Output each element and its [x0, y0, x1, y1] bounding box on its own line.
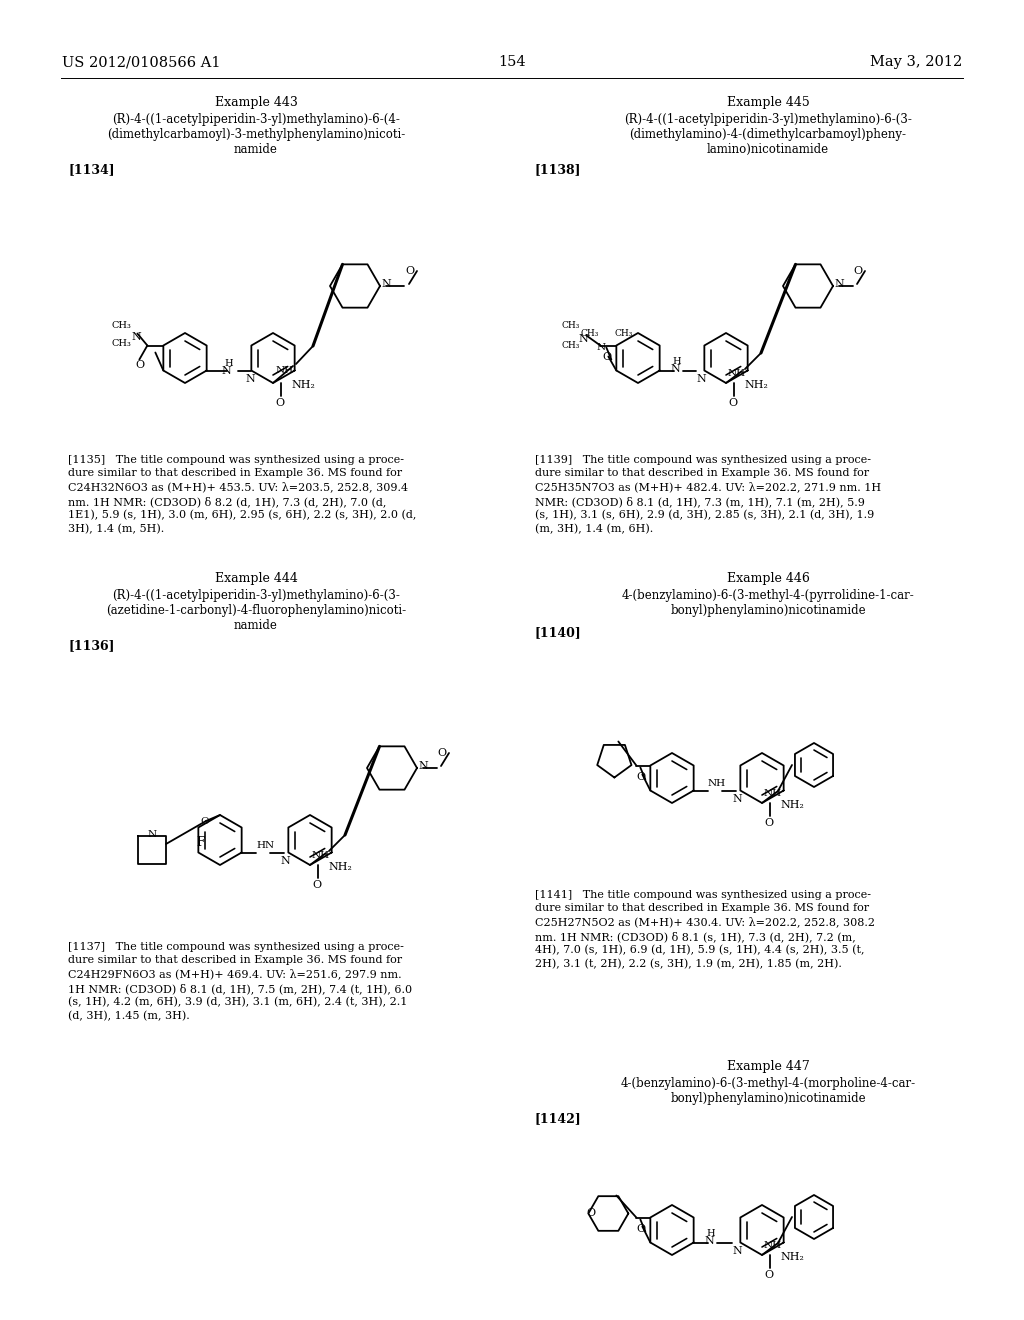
- Text: NH: NH: [276, 366, 294, 375]
- Text: F: F: [197, 836, 205, 849]
- Text: 154: 154: [499, 55, 525, 69]
- Text: N: N: [705, 1236, 715, 1246]
- Text: (R)-4-((1-acetylpiperidin-3-yl)methylamino)-6-(4-: (R)-4-((1-acetylpiperidin-3-yl)methylami…: [112, 114, 400, 125]
- Text: NH₂: NH₂: [744, 380, 768, 389]
- Text: Example 444: Example 444: [215, 572, 297, 585]
- Text: O: O: [764, 818, 773, 828]
- Text: N: N: [732, 1246, 741, 1257]
- Text: NH: NH: [312, 851, 330, 861]
- Text: [1142]: [1142]: [535, 1111, 582, 1125]
- Text: 4-(benzylamino)-6-(3-methyl-4-(pyrrolidine-1-car-: 4-(benzylamino)-6-(3-methyl-4-(pyrrolidi…: [622, 589, 914, 602]
- Text: NH₂: NH₂: [328, 862, 352, 873]
- Text: N: N: [418, 762, 428, 771]
- Text: namide: namide: [234, 143, 278, 156]
- Text: NH: NH: [728, 370, 746, 378]
- Text: (azetidine-1-carbonyl)-4-fluorophenylamino)nicoti-: (azetidine-1-carbonyl)-4-fluorophenylami…: [105, 605, 407, 616]
- Text: NH: NH: [708, 779, 726, 788]
- Text: (R)-4-((1-acetylpiperidin-3-yl)methylamino)-6-(3-: (R)-4-((1-acetylpiperidin-3-yl)methylami…: [112, 589, 400, 602]
- Text: N: N: [671, 363, 680, 374]
- Text: O: O: [135, 359, 144, 370]
- Text: N: N: [579, 334, 588, 343]
- Text: [1141]   The title compound was synthesized using a proce-
dure similar to that : [1141] The title compound was synthesize…: [535, 890, 874, 969]
- Text: NH: NH: [764, 1241, 782, 1250]
- Text: Example 443: Example 443: [215, 96, 297, 110]
- Text: N: N: [131, 331, 141, 342]
- Text: CH₃: CH₃: [581, 329, 599, 338]
- Text: O: O: [275, 399, 284, 408]
- Text: Example 447: Example 447: [727, 1060, 809, 1073]
- Text: [1140]: [1140]: [535, 626, 582, 639]
- Text: O: O: [764, 1270, 773, 1280]
- Text: HN: HN: [257, 841, 274, 850]
- Text: CH₃: CH₃: [112, 322, 131, 330]
- Text: O: O: [200, 817, 209, 826]
- Text: [1134]: [1134]: [68, 162, 115, 176]
- Text: (R)-4-((1-acetylpiperidin-3-yl)methylamino)-6-(3-: (R)-4-((1-acetylpiperidin-3-yl)methylami…: [624, 114, 912, 125]
- Text: O: O: [437, 748, 446, 758]
- Text: N: N: [834, 279, 844, 289]
- Text: (dimethylcarbamoyl)-3-methylphenylamino)nicoti-: (dimethylcarbamoyl)-3-methylphenylamino)…: [106, 128, 406, 141]
- Text: [1138]: [1138]: [535, 162, 582, 176]
- Text: bonyl)phenylamino)nicotinamide: bonyl)phenylamino)nicotinamide: [670, 1092, 866, 1105]
- Text: (dimethylamino)-4-(dimethylcarbamoyl)pheny-: (dimethylamino)-4-(dimethylcarbamoyl)phe…: [630, 128, 906, 141]
- Text: NH₂: NH₂: [780, 800, 804, 810]
- Text: H: H: [707, 1229, 716, 1238]
- Text: N: N: [696, 374, 706, 384]
- Text: O: O: [853, 267, 862, 276]
- Text: Example 445: Example 445: [727, 96, 809, 110]
- Text: May 3, 2012: May 3, 2012: [869, 55, 962, 69]
- Text: CH₃: CH₃: [561, 342, 580, 351]
- Text: N: N: [148, 830, 157, 840]
- Text: lamino)nicotinamide: lamino)nicotinamide: [707, 143, 829, 156]
- Text: [1139]   The title compound was synthesized using a proce-
dure similar to that : [1139] The title compound was synthesize…: [535, 455, 881, 535]
- Text: N: N: [280, 855, 290, 866]
- Text: bonyl)phenylamino)nicotinamide: bonyl)phenylamino)nicotinamide: [670, 605, 866, 616]
- Text: N: N: [245, 374, 255, 384]
- Text: [1135]   The title compound was synthesized using a proce-
dure similar to that : [1135] The title compound was synthesize…: [68, 455, 417, 535]
- Text: CH₃: CH₃: [561, 322, 580, 330]
- Text: O: O: [587, 1208, 596, 1217]
- Text: H: H: [673, 356, 681, 366]
- Text: N: N: [221, 366, 231, 375]
- Text: N: N: [596, 342, 605, 351]
- Text: US 2012/0108566 A1: US 2012/0108566 A1: [62, 55, 220, 69]
- Text: [1136]: [1136]: [68, 639, 115, 652]
- Text: O: O: [728, 399, 737, 408]
- Text: 4-(benzylamino)-6-(3-methyl-4-(morpholine-4-car-: 4-(benzylamino)-6-(3-methyl-4-(morpholin…: [621, 1077, 915, 1090]
- Text: [1137]   The title compound was synthesized using a proce-
dure similar to that : [1137] The title compound was synthesize…: [68, 942, 412, 1022]
- Text: O: O: [312, 880, 322, 890]
- Text: NH₂: NH₂: [780, 1251, 804, 1262]
- Text: O: O: [406, 267, 414, 276]
- Text: NH₂: NH₂: [291, 380, 314, 389]
- Text: O: O: [636, 771, 645, 781]
- Text: CH₃: CH₃: [112, 339, 131, 348]
- Text: NH: NH: [764, 789, 782, 799]
- Text: N: N: [381, 279, 391, 289]
- Text: H: H: [224, 359, 233, 367]
- Text: O: O: [636, 1224, 645, 1233]
- Text: N: N: [732, 795, 741, 804]
- Text: Example 446: Example 446: [727, 572, 809, 585]
- Text: CH₃: CH₃: [614, 329, 633, 338]
- Text: O: O: [602, 351, 611, 362]
- Text: namide: namide: [234, 619, 278, 632]
